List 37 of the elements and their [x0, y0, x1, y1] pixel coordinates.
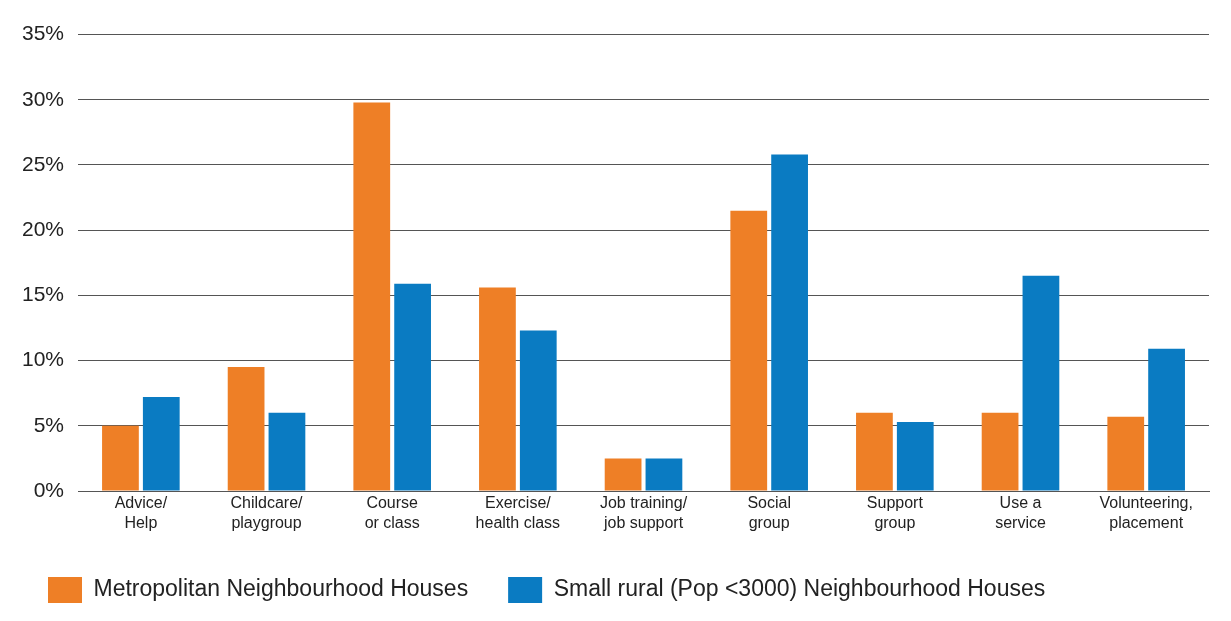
x-tick-label: Volunteering, placement [1099, 494, 1193, 532]
bar [102, 425, 139, 491]
bar [730, 210, 768, 491]
y-tick-label: 5% [33, 412, 65, 436]
bar [1148, 348, 1185, 491]
x-tick-label: Social group [747, 494, 791, 532]
y-tick-label: 35% [22, 21, 65, 45]
bar [856, 412, 893, 491]
y-tick-label: 0% [33, 477, 65, 501]
x-tick-label: Use a service [995, 494, 1046, 532]
y-tick-label: 20% [22, 217, 65, 240]
bar [604, 458, 642, 491]
x-tick-label: Advice/ Help [114, 494, 168, 532]
bar [645, 458, 683, 491]
bar [479, 287, 516, 491]
bar [227, 367, 265, 491]
x-tick-label: Job training/ job support [599, 494, 688, 532]
bar [896, 421, 934, 491]
bar [268, 412, 306, 491]
y-tick-label: 15% [22, 282, 65, 306]
bar [142, 397, 180, 491]
y-tick-label: 10% [22, 347, 65, 371]
x-tick-label: Support group [866, 494, 924, 532]
bar [353, 102, 391, 491]
x-tick-label: Childcare/ playgroup [230, 494, 304, 532]
x-tick-label: Course or class [364, 494, 420, 532]
y-tick-label: 30% [22, 86, 65, 110]
x-tick-label: Exercise/ health class [475, 494, 561, 532]
legend-label: Small rural (Pop <3000) Neighbourhood Houses [553, 575, 1046, 602]
y-tick-label: 25% [22, 151, 65, 175]
bar [1107, 416, 1145, 491]
bar [771, 154, 808, 491]
bar [981, 412, 1019, 491]
legend-label: Metropolitan Neighbourhood Houses [93, 575, 469, 602]
bar [1022, 275, 1060, 491]
bar [394, 283, 431, 491]
bar [519, 330, 557, 491]
